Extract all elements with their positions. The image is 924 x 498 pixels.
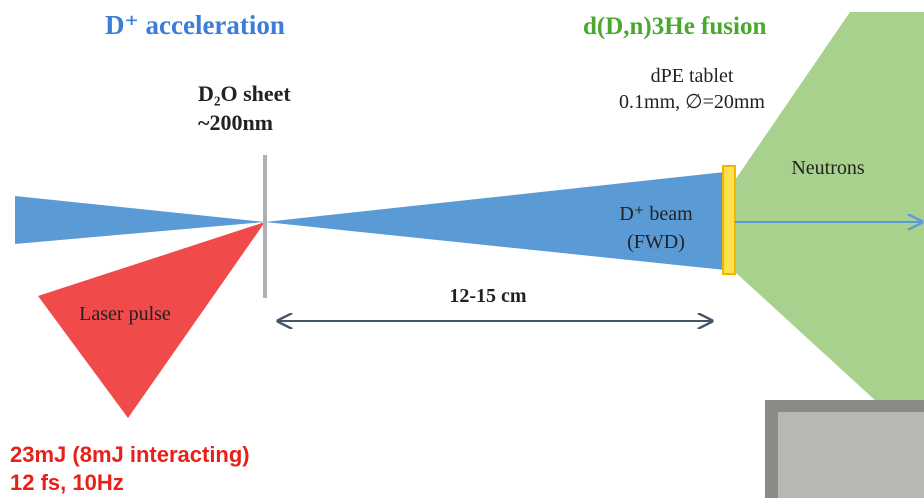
laser-specs: 23mJ (8mJ interacting) <box>10 442 250 467</box>
tablet <box>723 166 735 274</box>
tablet-label: 0.1mm, ∅=20mm <box>619 91 765 113</box>
laser-label: Laser pulse <box>79 303 171 325</box>
sheet-label: D₂O sheet <box>198 81 291 106</box>
photo-detail <box>778 412 924 498</box>
distance-label: 12-15 cm <box>449 285 527 307</box>
diagram: D⁺ acceleration d(D,n)3He fusion D₂O she… <box>0 0 924 498</box>
neutrons-label: Neutrons <box>791 157 865 179</box>
tablet-label: dPE tablet <box>651 65 734 87</box>
laser-specs: 12 fs, 10Hz <box>10 470 124 495</box>
title-left: D⁺ acceleration <box>105 10 285 40</box>
beam-label: (FWD) <box>627 231 685 253</box>
title-right: d(D,n)3He fusion <box>583 13 766 40</box>
sheet-label: ~200nm <box>198 110 273 135</box>
neutron-cone <box>735 12 924 445</box>
beam-label: D⁺ beam <box>619 203 693 225</box>
